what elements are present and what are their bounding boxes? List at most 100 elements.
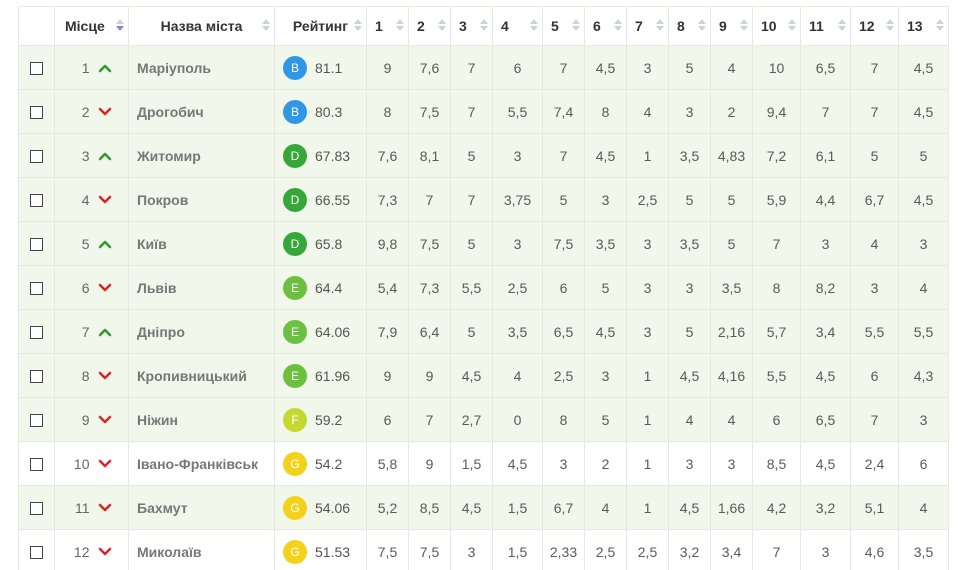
- sort-icon[interactable]: [838, 19, 846, 31]
- column-header-rating[interactable]: Рейтинг: [274, 6, 367, 46]
- row-select-cell: [18, 89, 55, 134]
- column-header-criterion-8[interactable]: 8: [668, 6, 711, 46]
- sort-icon[interactable]: [354, 19, 362, 31]
- table-row[interactable]: 1 Маріуполь B 81.1 9 7,6 7 6 7 4,5 3 5 4 10 6,5 7 4,5: [18, 45, 949, 90]
- row-checkbox[interactable]: [30, 414, 43, 428]
- criterion-value: 6: [850, 353, 899, 398]
- sort-icon[interactable]: [262, 19, 270, 31]
- criterion-value: 4,5: [800, 353, 851, 398]
- sort-icon[interactable]: [572, 19, 580, 31]
- rating-score: 54.2: [315, 455, 343, 472]
- criterion-value: 3,4: [800, 309, 851, 354]
- criterion-value: 5: [668, 309, 711, 354]
- rating-cell: G 54.2: [274, 441, 367, 486]
- column-header-criterion-12[interactable]: 12: [850, 6, 899, 46]
- sort-icon[interactable]: [530, 19, 538, 31]
- row-select-cell: [18, 353, 55, 398]
- city-name: Маріуполь: [128, 45, 275, 90]
- criterion-value: 6,5: [800, 45, 851, 90]
- sort-icon[interactable]: [698, 19, 706, 31]
- table-row[interactable]: 9 Ніжин F 59.2 6 7 2,7 0 8 5 1 4 4 6 6,5 7 3: [18, 397, 949, 442]
- column-header-city[interactable]: Назва міста: [128, 6, 275, 46]
- column-header-criterion-4[interactable]: 4: [492, 6, 543, 46]
- row-checkbox[interactable]: [30, 458, 43, 472]
- row-checkbox[interactable]: [30, 194, 43, 208]
- city-name: Дніпро: [128, 309, 275, 354]
- table-row[interactable]: 5 Київ D 65.8 9,8 7,5 5 3 7,5 3,5 3 3,5 5 7 3 4 3: [18, 221, 949, 266]
- column-header-criterion-3[interactable]: 3: [450, 6, 493, 46]
- table-row[interactable]: 2 Дрогобич B 80.3 8 7,5 7 5,5 7,4 8 4 3 2 9,4 7 7 4,5: [18, 89, 949, 134]
- table-row[interactable]: 8 Кропивницький E 61.96 9 9 4,5 4 2,5 3 1 4,5 4,16 5,…: [18, 353, 949, 398]
- table-row[interactable]: 11 Бахмут G 54.06 5,2 8,5 4,5 1,5 6,7 4 1 4,5 1,66 4,…: [18, 485, 949, 530]
- table-row[interactable]: 3 Житомир D 67.83 7,6 8,1 5 3 7 4,5 1 3,5 4,83 7,2 6,1…: [18, 133, 949, 178]
- sort-icon[interactable]: [788, 19, 796, 31]
- criterion-value: 1: [626, 133, 669, 178]
- row-checkbox[interactable]: [30, 546, 43, 560]
- criterion-value: 5,4: [366, 265, 409, 310]
- column-header-criterion-2[interactable]: 2: [408, 6, 451, 46]
- criterion-value: 7: [450, 45, 493, 90]
- sort-icon[interactable]: [438, 19, 446, 31]
- column-header-place[interactable]: Місце: [54, 6, 129, 46]
- column-header-criterion-9[interactable]: 9: [710, 6, 753, 46]
- place-cell: 3: [54, 133, 129, 178]
- column-header-criterion-6[interactable]: 6: [584, 6, 627, 46]
- criterion-value: 1,5: [492, 485, 543, 530]
- criterion-value: 6,5: [542, 309, 585, 354]
- criterion-value: 7: [800, 89, 851, 134]
- trend-down-icon: [98, 459, 112, 469]
- column-header-criterion-7[interactable]: 7: [626, 6, 669, 46]
- column-header-criterion-1[interactable]: 1: [366, 6, 409, 46]
- row-checkbox[interactable]: [30, 502, 43, 516]
- column-header-criterion-5[interactable]: 5: [542, 6, 585, 46]
- sort-icon[interactable]: [740, 19, 748, 31]
- criterion-value: 1,5: [492, 529, 543, 570]
- city-rating-table: Місце Назва міста Рейтинг 1 2 3 4 5 6 7 8 9 10 11 1…: [18, 6, 949, 570]
- criterion-value: 3,2: [800, 485, 851, 530]
- column-header-criterion-11[interactable]: 11: [800, 6, 851, 46]
- row-checkbox[interactable]: [30, 106, 43, 120]
- sort-icon[interactable]: [116, 19, 124, 31]
- column-header-criterion-10[interactable]: 10: [752, 6, 801, 46]
- row-checkbox[interactable]: [30, 282, 43, 296]
- row-checkbox[interactable]: [30, 150, 43, 164]
- row-checkbox[interactable]: [30, 62, 43, 76]
- table-row[interactable]: 12 Миколаїв G 51.53 7,5 7,5 3 1,5 2,33 2,5 2,5 3,2 3…: [18, 529, 949, 570]
- sort-icon[interactable]: [480, 19, 488, 31]
- criterion-value: 7: [752, 529, 801, 570]
- table-row[interactable]: 6 Львів E 64.4 5,4 7,3 5,5 2,5 6 5 3 3 3,5 8 8,2 3 4: [18, 265, 949, 310]
- criterion-value: 7: [450, 177, 493, 222]
- table-row[interactable]: 7 Дніпро E 64.06 7,9 6,4 5 3,5 6,5 4,5 3 5 2,16 5,7 3,…: [18, 309, 949, 354]
- sort-icon[interactable]: [396, 19, 404, 31]
- criterion-value: 10: [752, 45, 801, 90]
- criterion-value: 8,2: [800, 265, 851, 310]
- criterion-value: 7: [542, 133, 585, 178]
- row-checkbox[interactable]: [30, 326, 43, 340]
- criterion-value: 5: [450, 221, 493, 266]
- row-checkbox[interactable]: [30, 370, 43, 384]
- sort-icon[interactable]: [656, 19, 664, 31]
- row-checkbox[interactable]: [30, 238, 43, 252]
- table-row[interactable]: 10 Івано-Франківськ G 54.2 5,8 9 1,5 4,5 3 2 1 3 3 8,…: [18, 441, 949, 486]
- city-name: Миколаїв: [128, 529, 275, 570]
- sort-icon[interactable]: [936, 19, 944, 31]
- table-row[interactable]: 4 Покров D 66.55 7,3 7 7 3,75 5 3 2,5 5 5 5,9 4,4 6,7 4,…: [18, 177, 949, 222]
- row-select-cell: [18, 485, 55, 530]
- column-header-place-label: Місце: [65, 18, 105, 34]
- criterion-value: 5,9: [752, 177, 801, 222]
- city-name: Покров: [128, 177, 275, 222]
- criterion-value: 4,6: [850, 529, 899, 570]
- sort-icon[interactable]: [614, 19, 622, 31]
- criterion-value: 4,5: [668, 353, 711, 398]
- row-select-cell: [18, 265, 55, 310]
- criterion-value: 6: [492, 45, 543, 90]
- column-header-criterion-label: 8: [677, 18, 685, 34]
- criterion-value: 8: [366, 89, 409, 134]
- grade-badge: D: [283, 231, 307, 256]
- sort-icon[interactable]: [886, 19, 894, 31]
- place-cell: 7: [54, 309, 129, 354]
- criterion-value: 2: [584, 441, 627, 486]
- grade-badge: D: [283, 143, 307, 168]
- criterion-value: 3,75: [492, 177, 543, 222]
- column-header-criterion-13[interactable]: 13: [898, 6, 949, 46]
